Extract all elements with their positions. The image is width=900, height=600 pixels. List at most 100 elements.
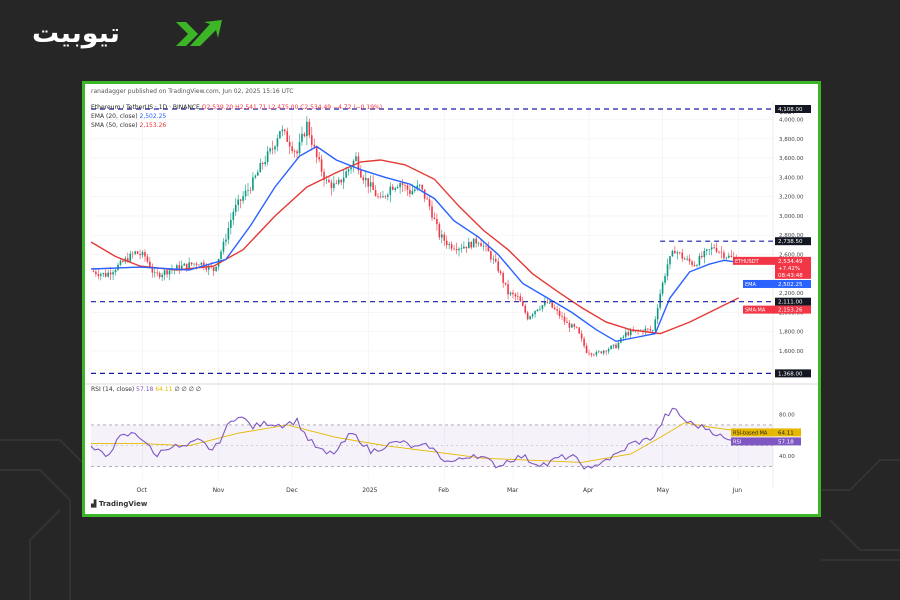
candle-body <box>517 296 519 297</box>
tradingview-label: TradingView <box>98 500 148 508</box>
rsi-legend-extra: ∅ ∅ ∅ ∅ <box>174 386 202 393</box>
candle-body <box>151 268 154 273</box>
candle-body <box>617 342 620 349</box>
level-label: 1,368.00 <box>778 371 803 377</box>
candle-body <box>458 248 460 251</box>
legend-symbol-row: Ethereum / TetherUS · 1D · BINANCE O2,53… <box>91 103 382 112</box>
tradingview-logo[interactable]: ▟ TradingView <box>91 500 147 508</box>
candle-body <box>340 179 343 183</box>
current-price-name-bg <box>733 256 775 265</box>
rsi-legend-label: RSI (14, close) <box>91 386 135 393</box>
chart-frame: ranadagger published on TradingView.com,… <box>82 81 821 517</box>
ma-name-label: EMA <box>745 282 756 288</box>
candle-body <box>428 199 431 207</box>
price-tick-label: 2,200.00 <box>779 291 804 297</box>
legend-sma-row: SMA (50, close) 2,153.26 <box>91 121 382 130</box>
candle-body <box>382 196 384 198</box>
candle-body <box>715 247 718 252</box>
candle-body <box>470 242 473 248</box>
ma-value-bg <box>775 305 811 314</box>
sma-50-line <box>90 159 740 335</box>
candle-body <box>487 246 490 252</box>
candle-body <box>423 189 426 199</box>
ema-20-line <box>90 145 739 343</box>
candle-body <box>406 185 409 190</box>
candle-body <box>178 265 181 270</box>
candle-body <box>578 327 580 334</box>
candle-body <box>421 184 423 190</box>
candle-body <box>298 141 301 154</box>
legend-ema-row: EMA (20, close) 2,502.25 <box>91 112 382 121</box>
candle-body <box>129 253 132 262</box>
candle-body <box>350 167 352 170</box>
candle-body <box>303 133 306 137</box>
level-label-bg <box>775 104 811 113</box>
candle-body <box>544 301 546 306</box>
candle-body <box>274 146 276 150</box>
candle-body <box>696 265 698 266</box>
candle-body <box>310 135 313 145</box>
candle-body <box>725 257 728 259</box>
candle-body <box>252 177 254 191</box>
candle-body <box>394 188 397 190</box>
candle-body <box>377 196 379 197</box>
candle-body <box>325 179 328 181</box>
candle-body <box>629 330 632 336</box>
candle-body <box>539 308 541 310</box>
candle-body <box>320 159 323 172</box>
candle-body <box>225 239 227 242</box>
candle-body <box>588 352 590 354</box>
rsi-legend-ma-value: 64.11 <box>155 386 173 393</box>
candle-body <box>391 186 394 190</box>
candle-body <box>141 252 144 256</box>
candle-body <box>438 224 441 238</box>
candle-body <box>534 310 536 315</box>
time-axis-label: 2025 <box>362 487 377 494</box>
candle-body <box>649 329 652 331</box>
candle-body <box>705 249 708 251</box>
candle-body <box>401 183 404 185</box>
candle-body <box>448 244 450 246</box>
level-label: 4,108.00 <box>778 107 803 113</box>
price-tick-label: 1,800.00 <box>779 330 804 336</box>
candle-body <box>693 264 696 266</box>
candle-body <box>195 263 198 265</box>
candle-body <box>418 184 421 186</box>
time-axis-label: Feb <box>438 487 449 494</box>
current-price-line: 08:43:48 <box>778 273 803 279</box>
candle-body <box>541 305 544 309</box>
candle-body <box>656 308 659 320</box>
price-chart[interactable]: USDT1,600.001,800.002,000.002,200.002,40… <box>85 84 818 514</box>
candle-body <box>593 354 595 356</box>
candle-body <box>480 243 482 247</box>
candle-body <box>355 156 357 161</box>
rsi-name-bg <box>731 428 775 437</box>
candle-body <box>669 256 671 265</box>
candle-body <box>254 175 257 178</box>
rsi-legend: RSI (14, close) 57.18 64.11 ∅ ∅ ∅ ∅ <box>91 386 201 393</box>
candle-body <box>443 234 446 241</box>
candle-body <box>131 253 134 255</box>
candle-body <box>485 245 487 247</box>
brand-logo: تیوبیت <box>30 12 230 56</box>
candle-body <box>281 129 284 132</box>
candle-body <box>183 263 186 266</box>
rsi-tick-label: 40.00 <box>779 454 795 460</box>
candle-body <box>676 252 679 254</box>
candle-body <box>708 249 711 250</box>
legend-sma-label: SMA (50, close) <box>91 122 138 129</box>
candle-body <box>463 246 465 249</box>
candle-body <box>664 276 666 283</box>
candle-body <box>509 292 512 295</box>
brand-logo-text: تیوبیت <box>32 18 120 49</box>
candle-body <box>622 336 625 338</box>
candle-body <box>286 131 289 142</box>
price-tick-label: 4,000.00 <box>779 118 804 124</box>
candle-body <box>436 219 438 225</box>
candle-body <box>612 344 615 346</box>
price-tick-label: 1,600.00 <box>779 349 804 355</box>
candle-body <box>416 185 419 190</box>
time-axis-label: Apr <box>583 487 594 494</box>
candle-body <box>598 351 600 353</box>
